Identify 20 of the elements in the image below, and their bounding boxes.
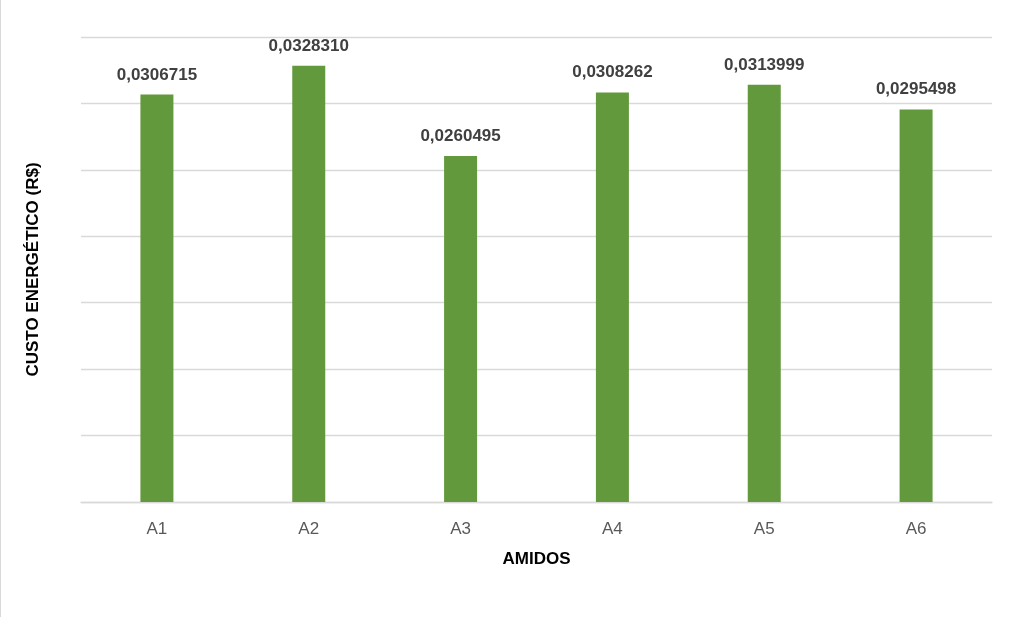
data-label: 0,0328310 — [268, 35, 349, 55]
data-label: 0,0308262 — [572, 62, 653, 82]
bar — [444, 155, 478, 502]
x-axis-title: AMIDOS — [502, 549, 571, 568]
x-tick-label: A3 — [450, 519, 471, 538]
x-tick-label: A2 — [298, 519, 320, 538]
data-label: 0,0295498 — [875, 79, 957, 99]
bar — [747, 84, 781, 502]
data-label: 0,0260495 — [420, 125, 501, 145]
x-tick-label: A4 — [602, 519, 623, 538]
bar — [595, 92, 629, 502]
x-tick-label: A1 — [146, 519, 168, 538]
bar — [899, 109, 933, 502]
y-axis-title: CUSTO ENERGÉTICO (R$) — [23, 162, 42, 377]
data-label: 0,0313999 — [724, 54, 805, 74]
x-tick-label: A5 — [753, 519, 775, 538]
bar — [292, 65, 326, 502]
data-label: 0,0306715 — [116, 64, 198, 84]
x-tick-label: A6 — [905, 519, 927, 538]
bar — [140, 94, 174, 502]
